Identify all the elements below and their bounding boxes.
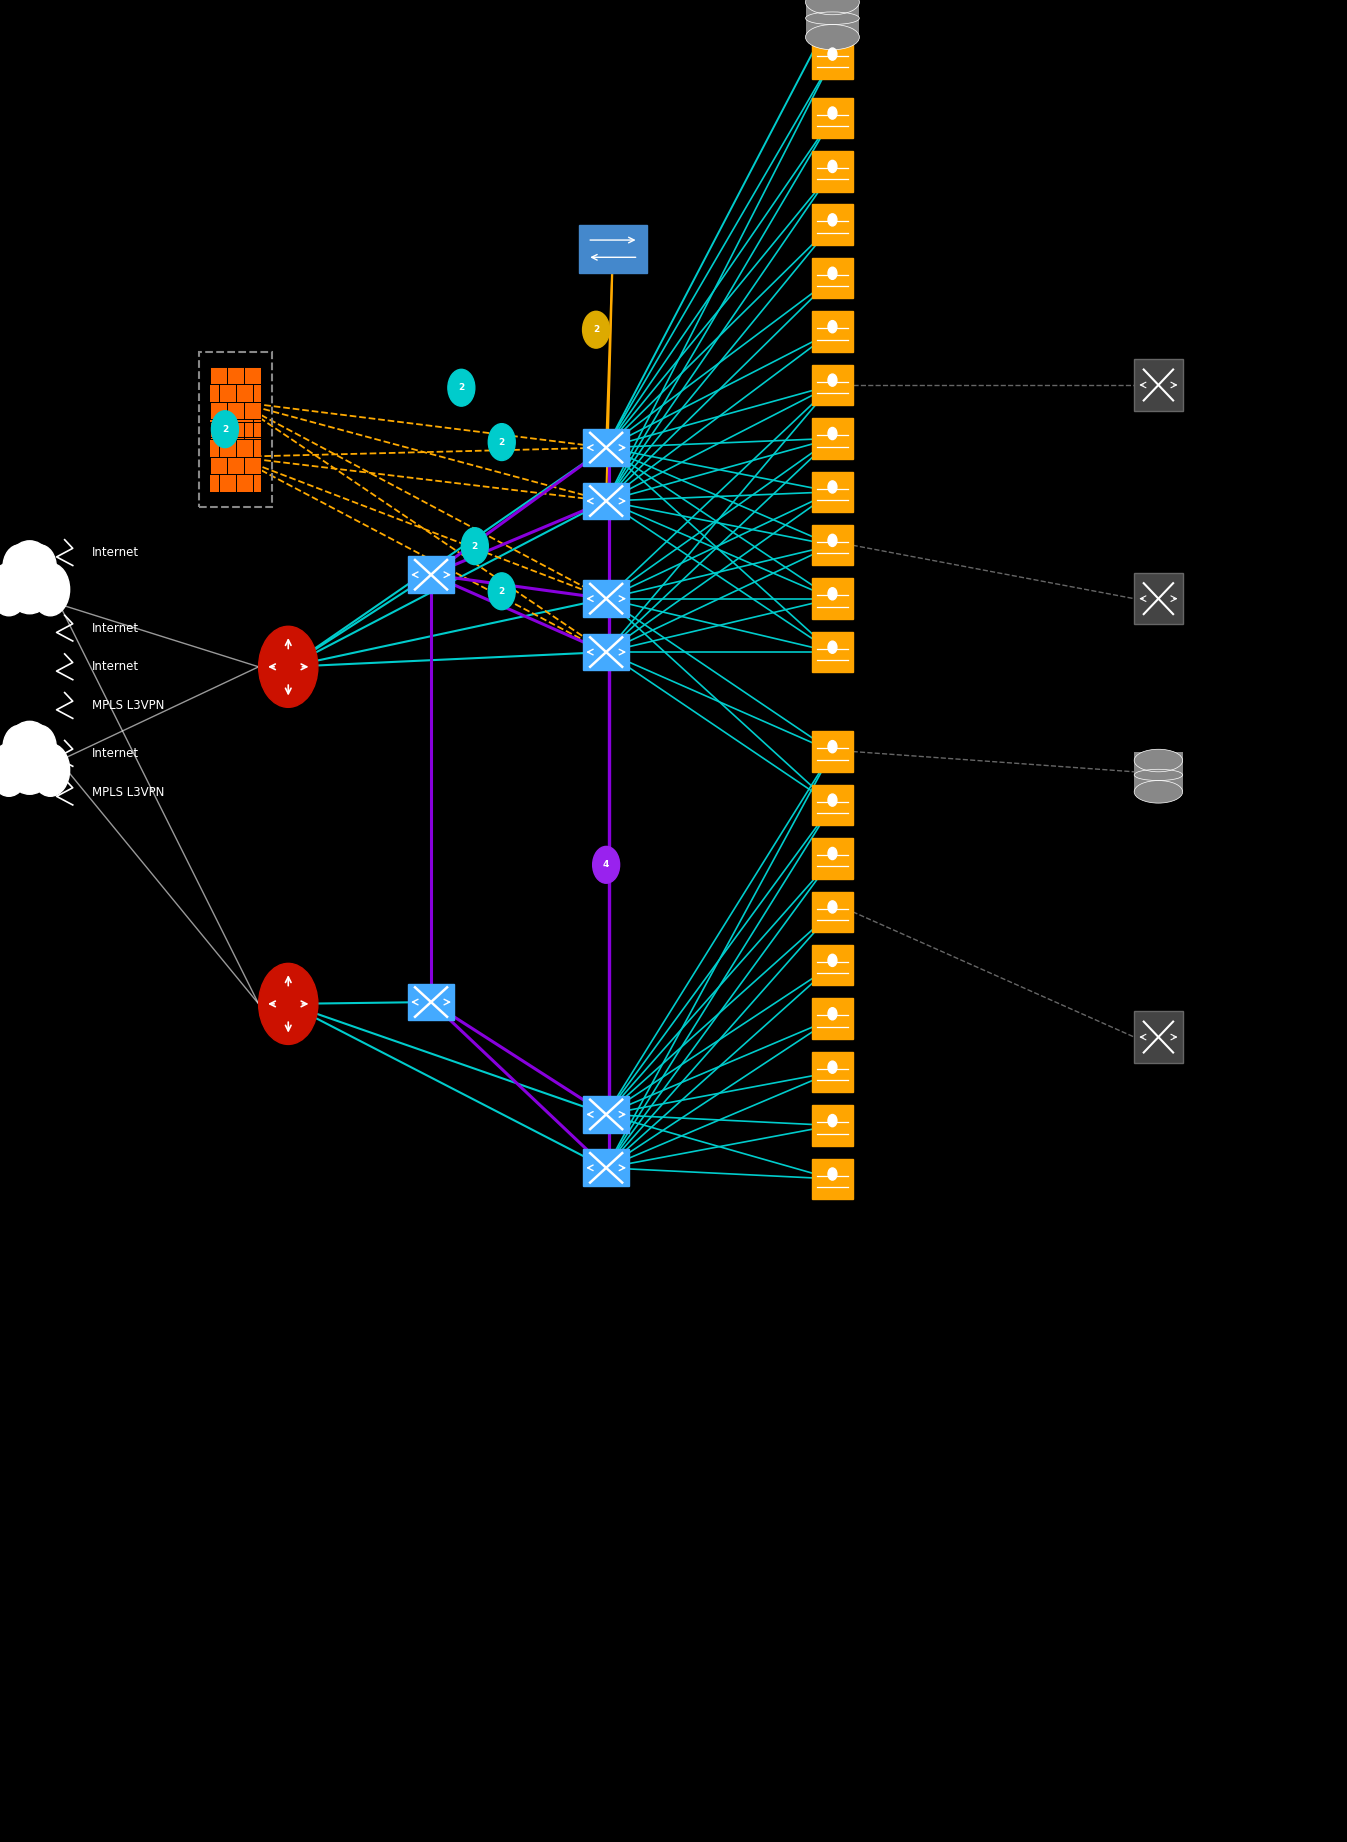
FancyBboxPatch shape <box>812 892 853 932</box>
Circle shape <box>828 374 836 387</box>
Circle shape <box>828 588 836 600</box>
FancyBboxPatch shape <box>812 785 853 825</box>
FancyBboxPatch shape <box>812 204 853 245</box>
Circle shape <box>828 267 836 280</box>
FancyBboxPatch shape <box>812 472 853 512</box>
Ellipse shape <box>806 0 859 15</box>
Text: Internet: Internet <box>92 621 139 635</box>
FancyBboxPatch shape <box>812 98 853 138</box>
FancyBboxPatch shape <box>408 984 454 1020</box>
Ellipse shape <box>1134 781 1183 803</box>
Text: 2: 2 <box>458 383 465 392</box>
Circle shape <box>211 411 238 448</box>
Circle shape <box>828 1168 836 1181</box>
Circle shape <box>24 726 57 770</box>
Circle shape <box>828 321 836 333</box>
Circle shape <box>828 794 836 807</box>
FancyBboxPatch shape <box>812 1159 853 1199</box>
FancyBboxPatch shape <box>812 311 853 352</box>
FancyBboxPatch shape <box>812 578 853 619</box>
Circle shape <box>3 542 57 613</box>
FancyBboxPatch shape <box>210 422 261 492</box>
FancyBboxPatch shape <box>812 731 853 772</box>
FancyBboxPatch shape <box>812 39 853 79</box>
Text: Internet: Internet <box>92 659 139 674</box>
FancyBboxPatch shape <box>812 1052 853 1092</box>
FancyBboxPatch shape <box>583 1149 629 1186</box>
FancyBboxPatch shape <box>583 580 629 617</box>
Text: MPLS L3VPN: MPLS L3VPN <box>92 785 164 799</box>
FancyBboxPatch shape <box>812 998 853 1039</box>
Text: Internet: Internet <box>92 746 139 761</box>
FancyBboxPatch shape <box>1134 752 1183 792</box>
FancyBboxPatch shape <box>812 151 853 192</box>
Text: Internet: Internet <box>92 545 139 560</box>
Circle shape <box>828 214 836 227</box>
Circle shape <box>488 573 515 610</box>
FancyBboxPatch shape <box>1134 359 1183 411</box>
Circle shape <box>24 545 57 589</box>
Circle shape <box>447 368 475 407</box>
FancyBboxPatch shape <box>812 525 853 565</box>
FancyBboxPatch shape <box>1134 573 1183 624</box>
FancyBboxPatch shape <box>583 429 629 466</box>
FancyBboxPatch shape <box>812 838 853 879</box>
Circle shape <box>828 740 836 753</box>
FancyBboxPatch shape <box>812 365 853 405</box>
Circle shape <box>3 722 57 794</box>
Circle shape <box>0 744 28 796</box>
FancyBboxPatch shape <box>583 1096 629 1133</box>
FancyBboxPatch shape <box>812 632 853 672</box>
FancyBboxPatch shape <box>583 634 629 670</box>
Circle shape <box>828 107 836 120</box>
Ellipse shape <box>1134 750 1183 772</box>
FancyBboxPatch shape <box>579 225 647 273</box>
FancyBboxPatch shape <box>583 483 629 519</box>
FancyBboxPatch shape <box>408 556 454 593</box>
Ellipse shape <box>806 24 859 50</box>
Circle shape <box>259 626 318 707</box>
Circle shape <box>828 901 836 914</box>
Circle shape <box>3 726 35 770</box>
FancyBboxPatch shape <box>806 0 859 37</box>
FancyBboxPatch shape <box>210 367 261 437</box>
Circle shape <box>828 160 836 173</box>
Text: 2: 2 <box>222 426 228 433</box>
Circle shape <box>828 1008 836 1020</box>
Circle shape <box>3 545 35 589</box>
Circle shape <box>828 427 836 440</box>
FancyBboxPatch shape <box>812 418 853 459</box>
FancyBboxPatch shape <box>812 945 853 985</box>
Text: 2: 2 <box>498 438 505 446</box>
Circle shape <box>828 954 836 967</box>
Text: 4: 4 <box>603 860 609 869</box>
Circle shape <box>488 424 515 460</box>
Circle shape <box>828 534 836 547</box>
Text: 2: 2 <box>471 542 478 551</box>
Circle shape <box>828 641 836 654</box>
FancyBboxPatch shape <box>812 258 853 298</box>
Circle shape <box>828 48 836 61</box>
Circle shape <box>0 564 28 615</box>
Text: 2: 2 <box>593 326 599 333</box>
FancyBboxPatch shape <box>812 1105 853 1146</box>
Text: MPLS L3VPN: MPLS L3VPN <box>92 698 164 713</box>
Circle shape <box>828 481 836 494</box>
Circle shape <box>828 847 836 860</box>
FancyBboxPatch shape <box>1134 1011 1183 1063</box>
Circle shape <box>582 311 609 348</box>
Circle shape <box>461 527 488 564</box>
Circle shape <box>259 963 318 1044</box>
Circle shape <box>593 847 620 884</box>
Circle shape <box>828 1061 836 1074</box>
Circle shape <box>31 744 70 796</box>
Circle shape <box>828 1114 836 1127</box>
Text: 2: 2 <box>498 588 505 595</box>
Circle shape <box>31 564 70 615</box>
